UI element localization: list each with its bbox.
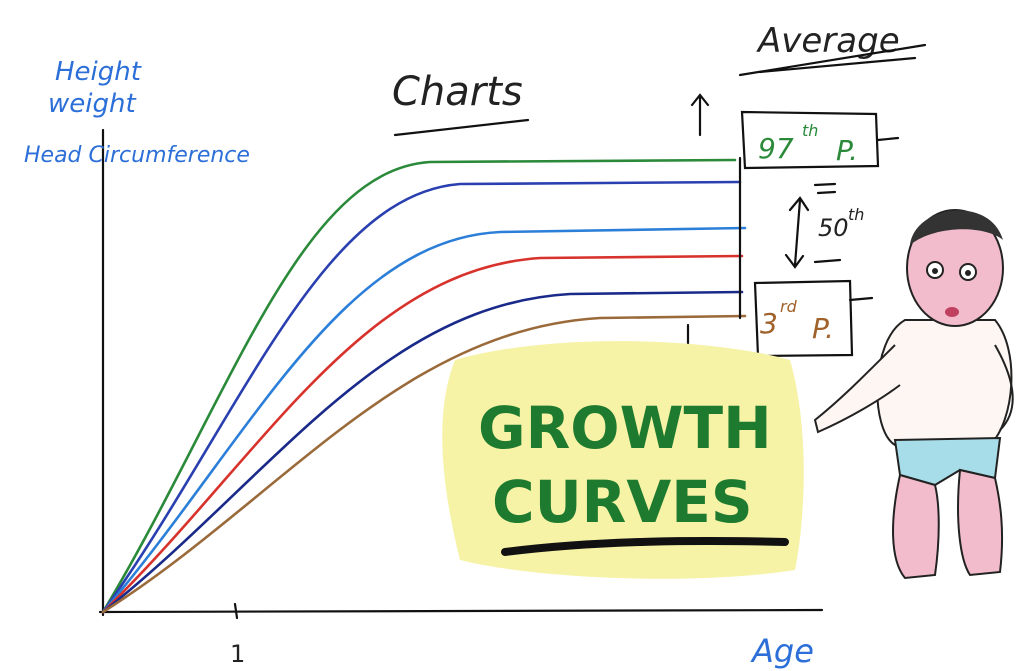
headline: CURVES	[492, 468, 753, 536]
p97-number: 97	[758, 132, 794, 165]
baby	[813, 209, 1014, 580]
y-label: Height	[55, 57, 142, 87]
x-tick	[233, 602, 239, 620]
curve-90	[101, 180, 742, 614]
curve-3	[101, 314, 747, 614]
headline: GROWTH	[478, 394, 772, 462]
p3-number: 3	[760, 307, 778, 340]
p97-box	[740, 110, 900, 170]
highlight	[442, 341, 804, 579]
p3-suffix: rd	[780, 297, 798, 316]
axes	[98, 128, 824, 617]
x-label: Age	[750, 632, 814, 670]
marks	[813, 182, 842, 264]
p3-box	[753, 279, 874, 358]
curve-10	[101, 290, 744, 614]
headline-underline	[501, 537, 789, 556]
p50-number: 50	[818, 214, 849, 242]
double-arrow	[784, 196, 810, 269]
curve-97	[101, 158, 737, 614]
average: Average	[756, 21, 900, 61]
y-label: weight	[48, 89, 136, 119]
curve-25	[101, 254, 744, 614]
x-tick-label: 1	[230, 640, 245, 668]
average-underline	[738, 43, 927, 77]
y-label: Head Circumference	[24, 143, 250, 168]
up-arrow	[690, 93, 710, 137]
title: Charts	[392, 69, 523, 115]
p50-suffix: th	[848, 205, 864, 224]
p3-letter: P.	[812, 312, 834, 345]
curve-50	[101, 226, 747, 614]
p97-letter: P.	[836, 134, 858, 167]
title-underline	[393, 118, 530, 137]
p97-suffix: th	[802, 121, 818, 140]
